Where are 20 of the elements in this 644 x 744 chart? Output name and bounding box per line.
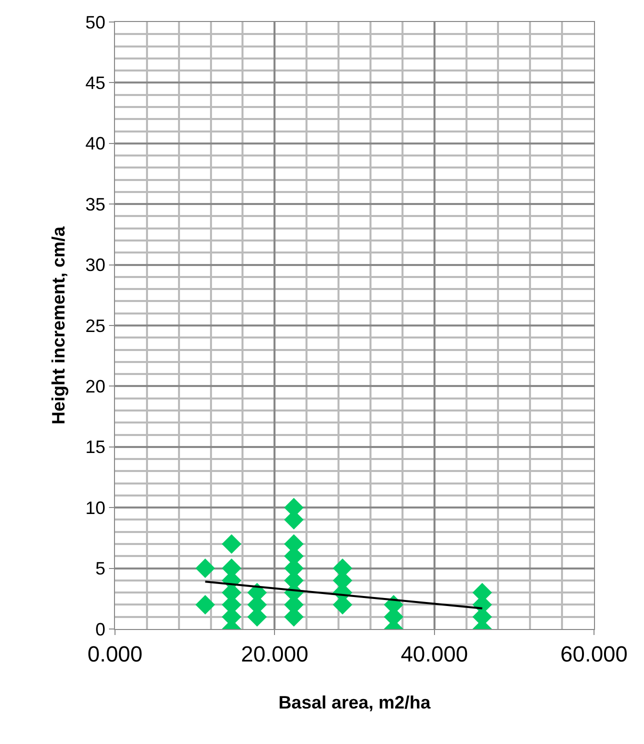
y-tick-label: 50 — [85, 12, 106, 32]
x-tick-label: 0.000 — [87, 641, 143, 666]
y-tick-label: 15 — [85, 437, 106, 458]
x-tick-label: 20.000 — [241, 641, 308, 666]
x-tick-label: 40.000 — [400, 641, 468, 666]
x-axis-title: Basal area, m2/ha — [278, 692, 432, 712]
y-tick-label: 5 — [95, 558, 106, 579]
y-tick-label: 25 — [85, 316, 106, 336]
y-tick-label: 45 — [85, 73, 106, 93]
y-tick-label: 30 — [85, 255, 106, 276]
y-tick-label: 10 — [85, 498, 106, 518]
point — [195, 558, 215, 578]
x-tick-label: 60.000 — [560, 641, 628, 666]
y-tick-label: 20 — [85, 376, 106, 396]
point — [195, 594, 215, 614]
point — [222, 534, 242, 554]
y-tick-label: 40 — [85, 134, 106, 154]
y-axis-title: Height increment, cm/a — [48, 225, 69, 425]
y-tick-label: 0 — [95, 619, 106, 640]
y-tick-label: 35 — [85, 194, 106, 214]
